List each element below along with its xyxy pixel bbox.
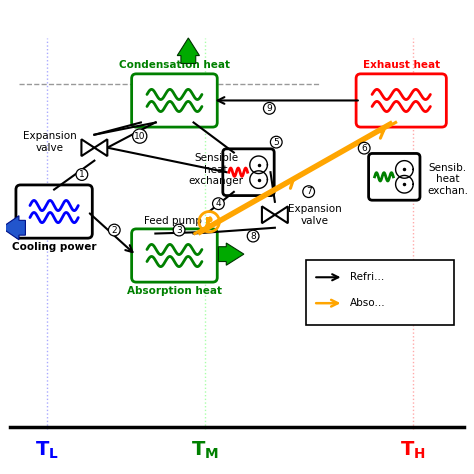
Text: $\mathbf{T_H}$: $\mathbf{T_H}$ [400,439,426,461]
Text: Expansion
valve: Expansion valve [23,131,76,153]
FancyBboxPatch shape [223,149,274,196]
FancyBboxPatch shape [306,260,455,325]
Text: Cooling power: Cooling power [12,242,96,252]
Text: 8: 8 [250,232,256,241]
FancyBboxPatch shape [369,154,420,200]
FancyArrow shape [177,38,200,64]
FancyArrow shape [1,216,26,240]
Text: 10: 10 [134,132,146,141]
FancyBboxPatch shape [356,74,447,127]
Text: 3: 3 [176,226,182,235]
Text: 7: 7 [306,187,311,196]
Polygon shape [82,139,94,156]
Text: 4: 4 [216,199,221,208]
Text: 5: 5 [273,137,279,146]
Text: Feed pump: Feed pump [144,216,202,226]
Text: Abso...: Abso... [350,298,386,308]
Text: P: P [205,217,213,227]
FancyArrow shape [219,243,244,265]
Text: Refri...: Refri... [350,272,384,282]
FancyBboxPatch shape [132,229,217,282]
Text: 9: 9 [266,104,272,113]
Text: Sensib.
heat
exchan.: Sensib. heat exchan. [427,163,468,196]
Polygon shape [94,139,107,156]
Text: 2: 2 [111,226,117,235]
Text: $\mathbf{T_M}$: $\mathbf{T_M}$ [191,439,219,461]
Text: Condensation heat: Condensation heat [119,60,230,70]
Text: Expansion
valve: Expansion valve [288,204,342,226]
FancyBboxPatch shape [132,74,217,127]
Text: Exhaust heat: Exhaust heat [363,60,440,70]
Text: $\mathbf{T_L}$: $\mathbf{T_L}$ [35,439,59,461]
Text: 1: 1 [79,170,85,179]
FancyBboxPatch shape [16,185,92,238]
Polygon shape [262,206,275,223]
Text: Sensible
heat
exchanger: Sensible heat exchanger [189,153,244,186]
Text: 6: 6 [361,144,367,153]
Polygon shape [275,206,288,223]
Text: Absorption heat: Absorption heat [127,286,222,296]
